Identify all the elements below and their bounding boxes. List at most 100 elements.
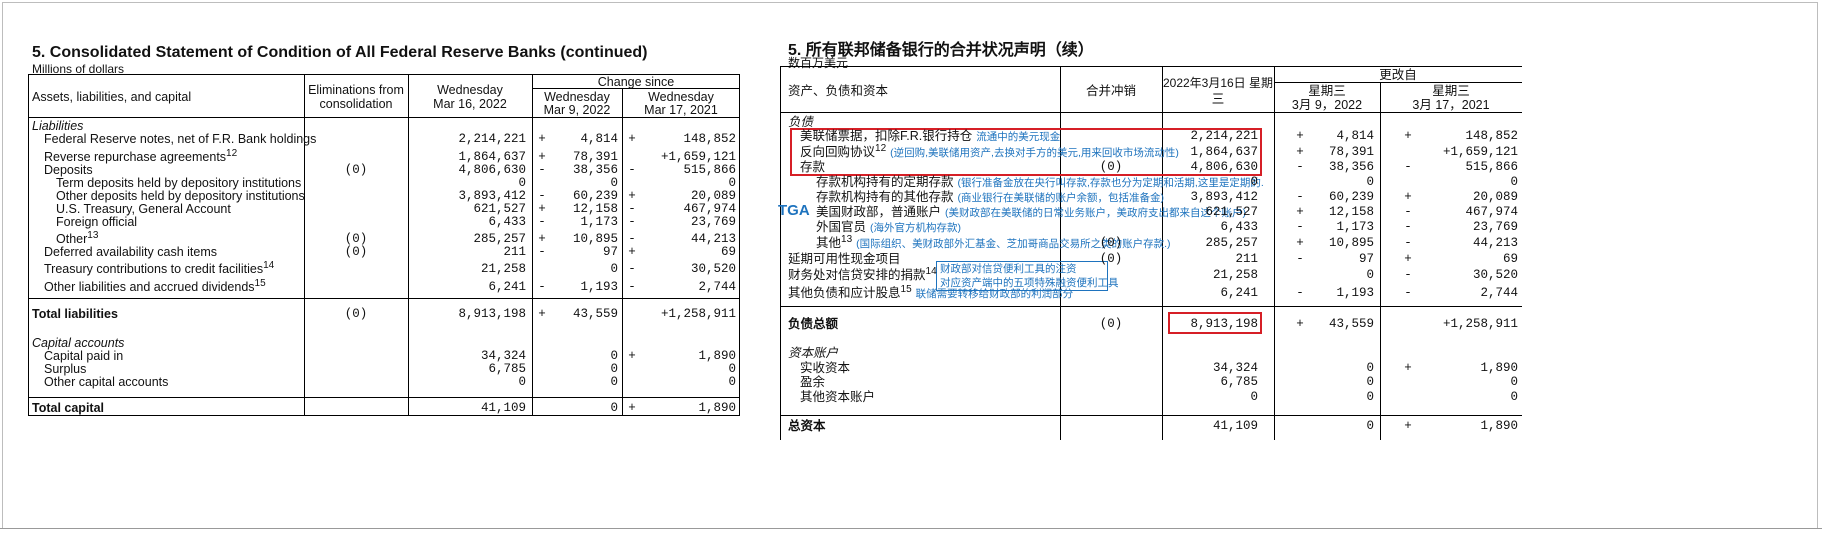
tga-label: TGA: [778, 202, 810, 219]
treasury-note-line-2: 对应资产端中的五项特殊融资便利工具: [940, 277, 1119, 289]
header-item: Assets, liabilities, and capital: [32, 90, 192, 104]
change-week-value: 0: [1366, 390, 1374, 404]
change-week-sign: -: [1296, 252, 1304, 266]
header-wednesday-zh-1: 2022年3月16日 星期: [1162, 76, 1274, 90]
change-year-value: 44,213: [1472, 236, 1518, 250]
change-week-sign: +: [1296, 317, 1304, 331]
change-year-sign: -: [628, 163, 636, 177]
change-week-value: 60,239: [572, 189, 618, 203]
statement-table: [28, 74, 740, 416]
annotation-note: (银行准备金放在央行叫存款,存款也分为定期和活期,这里是定期的.: [957, 177, 1264, 189]
header-eliminations-1: Eliminations from: [308, 83, 404, 97]
change-week-value: 0: [610, 362, 618, 376]
row-label-text: 总资本: [788, 419, 826, 433]
header-change-week-1: Wednesday: [544, 90, 610, 104]
change-year-value: 0: [728, 362, 736, 376]
row-label: Deposits: [44, 163, 93, 177]
change-year-sign: +: [628, 401, 636, 415]
wednesday-value: 3,893,412: [458, 189, 526, 203]
wednesday-value: 211: [1235, 252, 1258, 266]
row-label-text: U.S. Treasury, General Account: [56, 202, 231, 216]
change-week-value: 0: [610, 401, 618, 415]
change-week-value: 97: [1358, 252, 1374, 266]
wednesday-value: 41,109: [1212, 419, 1258, 433]
row-label: 美国财政部，普通账户 (美财政部在美联储的日常业务账户，美政府支出都来自这个账户): [816, 205, 1246, 219]
change-week-value: 1,173: [1336, 220, 1374, 234]
row-label-text: Total liabilities: [32, 307, 118, 321]
row-label-text: Deferred availability cash items: [44, 245, 217, 259]
footnote-ref: 13: [841, 233, 853, 245]
wednesday-value: 621,527: [1205, 205, 1258, 219]
row-label: Other liabilities and accrued dividends1…: [44, 278, 266, 294]
col-divider: [622, 88, 623, 416]
change-week-sign: +: [1296, 129, 1304, 143]
row-label: Total liabilities: [32, 307, 118, 321]
row-label-text: 其他资本账户: [800, 390, 876, 404]
elimination-cell: (0): [344, 163, 368, 177]
row-label: 资本账户: [788, 346, 838, 360]
row-label: 延期可用性现金项目: [788, 252, 901, 266]
change-year-value: 20,089: [690, 189, 736, 203]
total-capital-rule: [780, 415, 1522, 416]
header-rule: [780, 112, 1522, 113]
header-change-since-zh: 更改自: [1379, 68, 1417, 82]
change-week-value: 12,158: [572, 202, 618, 216]
row-label: 财务处对信贷安排的捐款14: [788, 266, 937, 282]
change-week-value: 0: [1366, 419, 1374, 433]
change-week-value: 10,895: [572, 232, 618, 246]
row-label: 存款: [800, 160, 825, 174]
footnote-ref: 13: [87, 229, 99, 241]
change-year-value: 148,852: [683, 132, 736, 146]
footnote-ref: 15: [900, 283, 912, 295]
wednesday-value: 211: [503, 245, 526, 259]
change-year-sign: -: [628, 232, 636, 246]
change-year-value: +1,258,911: [660, 307, 736, 321]
change-week-value: 78,391: [1328, 145, 1374, 159]
row-label: Treasury contributions to credit facilit…: [44, 260, 274, 276]
change-year-sign: -: [1404, 160, 1412, 174]
wednesday-value: 4,806,630: [1190, 160, 1258, 174]
change-week-value: 4,814: [580, 132, 618, 146]
row-label-text: Federal Reserve notes, net of F.R. Bank …: [44, 132, 317, 146]
change-week-sign: -: [538, 280, 546, 294]
change-week-value: 78,391: [572, 150, 618, 164]
wednesday-value: 2,214,221: [1190, 129, 1258, 143]
row-label-text: Capital accounts: [32, 336, 125, 350]
change-week-value: 0: [1366, 268, 1374, 282]
row-label: Total capital: [32, 401, 104, 415]
header-wednesday-zh-2: 三: [1211, 92, 1225, 106]
change-week-value: 4,814: [1336, 129, 1374, 143]
change-year-value: 467,974: [683, 202, 736, 216]
change-year-sign: -: [628, 262, 636, 276]
row-label-text: 其他: [816, 236, 842, 250]
row-label-text: 负债总额: [788, 317, 839, 331]
change-week-value: 10,895: [1328, 236, 1374, 250]
row-label-text: 实收资本: [800, 361, 851, 375]
row-label: 美联储票据，扣除F.R.银行持仓 流通中的美元现金: [800, 129, 1060, 143]
change-week-sign: +: [1296, 205, 1304, 219]
change-year-value: 0: [1510, 375, 1518, 389]
wednesday-value: 2,214,221: [458, 132, 526, 146]
change-year-sign: +: [1404, 129, 1412, 143]
annotation-note: (海外官方机构存款): [870, 222, 962, 234]
row-label-text: Other liabilities and accrued dividends: [44, 280, 255, 294]
row-label: Reverse repurchase agreements12: [44, 147, 238, 164]
change-week-value: 0: [1366, 361, 1374, 375]
row-label-text: 美国财政部，普通账户: [816, 205, 942, 219]
elimination-cell: (0): [344, 232, 368, 246]
statement-title-zh: 5. 所有联邦储备银行的合并状况声明（续）: [788, 42, 1094, 59]
change-week-sign: -: [1296, 220, 1304, 234]
change-year-sign: +: [628, 349, 636, 363]
footnote-ref: 12: [226, 147, 238, 159]
wednesday-value: 6,785: [488, 362, 526, 376]
row-label-text: Other deposits held by depository instit…: [56, 189, 305, 203]
change-week-value: 97: [602, 245, 618, 259]
change-week-value: 43,559: [572, 307, 618, 321]
row-label-text: Surplus: [44, 362, 87, 376]
change-week-sign: +: [538, 232, 546, 246]
row-label: Other deposits held by depository instit…: [56, 189, 305, 203]
change-year-sign: +: [628, 132, 636, 146]
change-week-sign: +: [538, 132, 546, 146]
change-week-sign: -: [538, 163, 546, 177]
wednesday-value: 285,257: [473, 232, 526, 246]
